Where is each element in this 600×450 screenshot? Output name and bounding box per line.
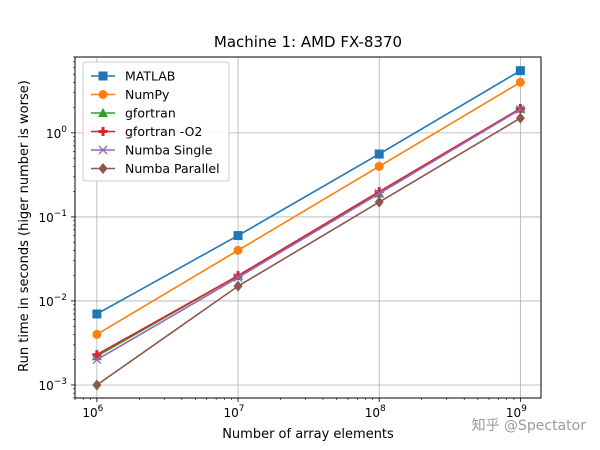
legend-label: gfortran -O2 xyxy=(125,124,202,139)
data-point-gfortran-o2 xyxy=(92,350,102,360)
legend-label: NumPy xyxy=(125,87,170,102)
legend-marker xyxy=(98,108,108,117)
series-layer xyxy=(91,66,526,391)
series-numba-single xyxy=(92,105,525,365)
series-numba-parallel xyxy=(92,112,525,391)
legend-marker xyxy=(98,90,108,99)
y-tick-label: 10−1 xyxy=(38,209,67,225)
chart-title: Machine 1: AMD FX-8370 xyxy=(214,33,402,51)
data-point-matlab xyxy=(233,231,243,241)
legend-item-matlab: MATLAB xyxy=(91,69,175,84)
data-point-numpy xyxy=(515,77,525,87)
ticks: 106 107 108 109 10−3 10−2 10−1 100 xyxy=(38,56,527,420)
series-line-matlab xyxy=(96,69,521,315)
x-tick-label: 106 xyxy=(82,404,103,420)
series-line-numpy xyxy=(96,81,521,336)
x-axis-label: Number of array elements xyxy=(222,427,394,442)
legend-marker xyxy=(98,163,108,174)
x-tick-label: 108 xyxy=(365,404,386,420)
legend-label: Numba Single xyxy=(125,143,213,158)
series-line-numba-single xyxy=(96,108,521,361)
x-tick-label: 109 xyxy=(506,404,527,420)
data-point-numpy xyxy=(374,161,384,171)
data-point-matlab xyxy=(92,309,102,319)
data-point-numba-parallel xyxy=(233,280,243,292)
plot-frame xyxy=(74,56,542,399)
legend-item-numba-single: Numba Single xyxy=(91,143,213,158)
data-point-numba-single xyxy=(92,355,102,365)
series-line-gfortran-o2 xyxy=(96,107,521,356)
legend-marker xyxy=(98,145,108,155)
data-point-numpy xyxy=(92,329,102,339)
data-point-numba-single xyxy=(515,105,525,114)
legend-marker xyxy=(98,71,108,81)
data-point-numba-parallel xyxy=(374,196,384,208)
legend-marker xyxy=(98,127,108,136)
data-point-matlab xyxy=(374,149,384,159)
legend-item-numba-parallel: Numba Parallel xyxy=(91,161,220,176)
series-numpy xyxy=(92,77,525,339)
legend-item-gfortran: gfortran xyxy=(91,106,176,121)
watermark: 知乎 @Spectator xyxy=(472,417,587,434)
y-tick-label: 100 xyxy=(46,125,67,141)
legend-item-numpy: NumPy xyxy=(91,87,170,102)
legend-label: Numba Parallel xyxy=(125,161,220,176)
series-line-numba-parallel xyxy=(96,117,521,386)
y-axis-label: Run time in seconds (higer number is wor… xyxy=(17,80,32,372)
data-point-numba-single xyxy=(233,273,243,282)
data-point-numba-single xyxy=(374,189,384,198)
y-tick-label: 10−3 xyxy=(38,377,67,393)
data-point-gfortran-o2 xyxy=(515,104,525,114)
legend-box xyxy=(82,61,230,182)
legend-label: MATLAB xyxy=(125,69,175,84)
legend: MATLAB NumPy gfortran gfortran -O2 Numba Sin… xyxy=(82,61,230,182)
data-point-numpy xyxy=(233,245,243,255)
data-point-numba-parallel xyxy=(92,379,102,391)
series-matlab xyxy=(92,66,525,319)
legend-label: gfortran xyxy=(125,106,176,121)
y-tick-label: 10−2 xyxy=(38,293,67,309)
data-point-matlab xyxy=(515,66,525,76)
x-tick-label: 107 xyxy=(224,404,245,420)
data-point-numba-parallel xyxy=(515,112,525,124)
legend-item-gfortran-o2: gfortran -O2 xyxy=(91,124,202,139)
